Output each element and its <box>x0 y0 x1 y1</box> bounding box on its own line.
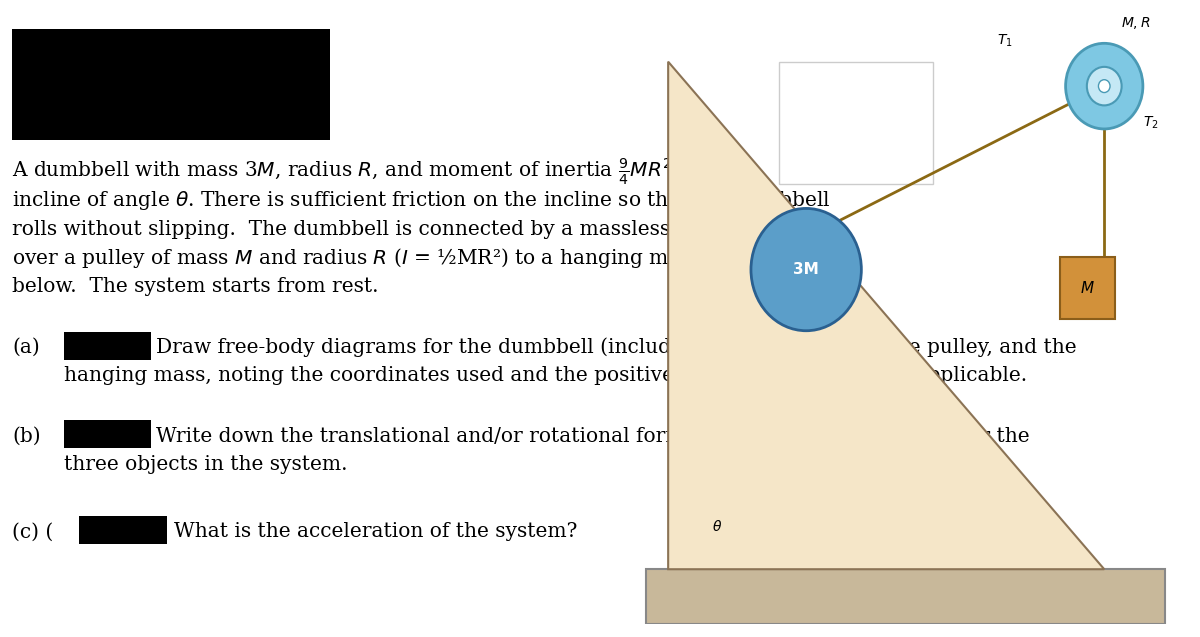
Text: 3M: 3M <box>793 262 820 277</box>
Bar <box>779 62 934 184</box>
Bar <box>646 569 1165 624</box>
Text: $M$: $M$ <box>1080 280 1096 296</box>
Text: (c) (: (c) ( <box>12 522 53 541</box>
Polygon shape <box>668 62 1104 569</box>
Text: $\theta$: $\theta$ <box>713 519 722 534</box>
Text: over a pulley of mass $\mathit{M}$ and radius $\mathit{R}$ ($\mathit{I}$ = ½MR²): over a pulley of mass $\mathit{M}$ and r… <box>12 246 827 270</box>
Bar <box>64 332 151 360</box>
Text: (a): (a) <box>12 338 40 357</box>
Circle shape <box>751 208 862 331</box>
Text: $M,R$: $M,R$ <box>1121 15 1151 31</box>
Text: $T_1$: $T_1$ <box>997 33 1013 50</box>
Bar <box>12 29 330 140</box>
Text: hanging mass, noting the coordinates used and the positive direction for torque,: hanging mass, noting the coordinates use… <box>64 366 1027 385</box>
Text: three objects in the system.: three objects in the system. <box>64 455 347 474</box>
Text: Write down the translational and/or rotational forms of Newton’s Second Law for : Write down the translational and/or rota… <box>156 427 1030 446</box>
Circle shape <box>1066 43 1142 129</box>
Circle shape <box>1087 67 1122 105</box>
Text: A dumbbell with mass 3$\mathit{M}$, radius $\mathit{R}$, and moment of inertia $: A dumbbell with mass 3$\mathit{M}$, radi… <box>12 157 760 187</box>
Text: (b): (b) <box>12 427 41 446</box>
Text: below.  The system starts from rest.: below. The system starts from rest. <box>12 277 378 296</box>
Text: What is the acceleration of the system?: What is the acceleration of the system? <box>174 522 577 541</box>
Text: incline of angle $\mathit{\theta}$. There is sufficient friction on the incline : incline of angle $\mathit{\theta}$. Ther… <box>12 189 830 212</box>
Text: Draw free-body diagrams for the dumbbell (including one for torques), the pulley: Draw free-body diagrams for the dumbbell… <box>156 338 1076 357</box>
Text: $T_2$: $T_2$ <box>1142 115 1158 131</box>
Bar <box>1060 257 1115 318</box>
Text: rolls without slipping.  The dumbbell is connected by a massless cord passing: rolls without slipping. The dumbbell is … <box>12 220 806 239</box>
Bar <box>64 420 151 448</box>
Circle shape <box>1098 80 1110 92</box>
Bar <box>79 516 167 544</box>
